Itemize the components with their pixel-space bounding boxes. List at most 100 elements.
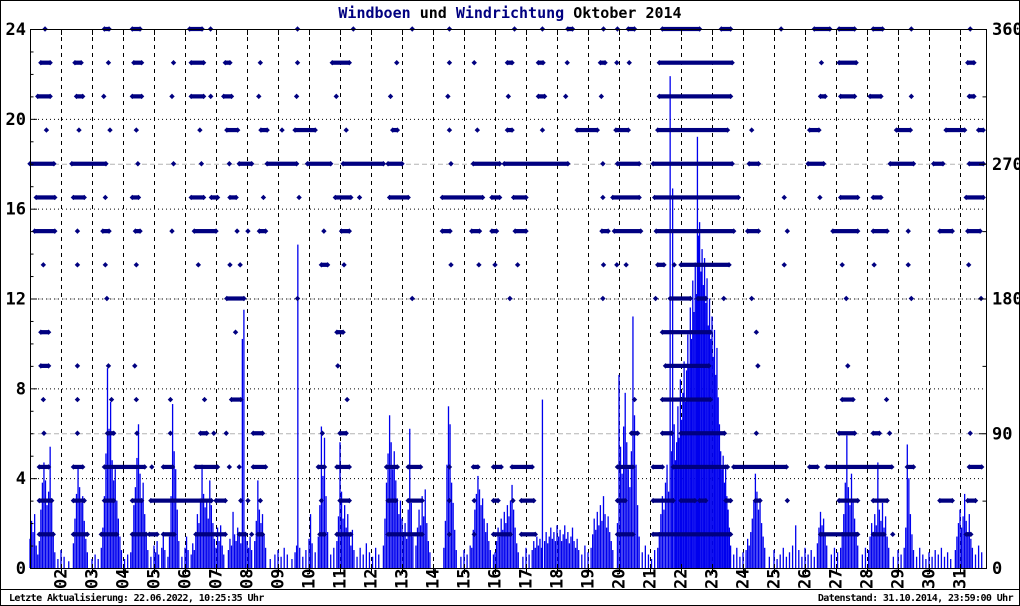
gust-bar [378, 554, 380, 568]
gust-bar [826, 545, 828, 568]
direction-dot [78, 59, 84, 66]
direction-dot [727, 531, 734, 538]
gust-bar [595, 529, 597, 568]
direction-dot [735, 194, 742, 201]
direction-run [939, 498, 953, 503]
direction-run [336, 464, 350, 470]
direction-run [870, 94, 881, 99]
direction-dot [257, 497, 264, 504]
direction-dot [656, 93, 662, 100]
gust-bar [562, 534, 564, 568]
gust-bar [187, 550, 189, 568]
direction-dot [851, 93, 858, 100]
direction-dot [448, 262, 454, 268]
direction-run [104, 498, 114, 503]
gust-bar [722, 455, 724, 568]
gust-bar [171, 404, 174, 568]
direction-dot [470, 464, 476, 470]
direction-dot [241, 295, 247, 302]
direction-run [163, 464, 173, 470]
gust-bar [280, 556, 282, 568]
x-day-label: 04 [114, 569, 134, 589]
gust-bar [716, 347, 718, 568]
direction-run [76, 94, 83, 99]
gust-bar [353, 550, 355, 568]
direction-dot [781, 262, 787, 268]
direction-dot [855, 531, 861, 538]
gust-bar [892, 556, 894, 568]
gust-bar [906, 444, 908, 568]
gust-bar [684, 401, 686, 568]
direction-run [873, 431, 880, 436]
y-right-label: 360 [992, 20, 1020, 40]
direction-dot [505, 93, 512, 100]
direction-dot [319, 430, 326, 436]
gust-bar [466, 554, 468, 568]
direction-dot [541, 93, 548, 100]
gust-bar [943, 556, 946, 568]
direction-dot [227, 59, 233, 66]
direction-dot [98, 531, 104, 538]
direction-dot [757, 497, 763, 504]
direction-dot [949, 497, 955, 504]
data-status-timestamp: Datenstand: 31.10.2014, 23:59:00 Uhr [817, 593, 1014, 604]
direction-dot [600, 194, 606, 201]
gust-bar [726, 496, 728, 568]
direction-dot [529, 464, 535, 470]
gust-bar [872, 532, 874, 568]
direction-dot [870, 228, 876, 234]
gust-bar [534, 547, 536, 568]
gust-bar [38, 541, 40, 568]
direction-dot [966, 464, 972, 470]
gust-bar [30, 520, 33, 568]
x-day-label: 29 [889, 569, 909, 589]
direction-dot [324, 262, 331, 268]
direction-dot [871, 262, 877, 268]
gust-bar [450, 482, 453, 568]
direction-dot [341, 262, 347, 268]
direction-dot [138, 59, 145, 66]
gust-bar [700, 271, 702, 568]
direction-dot [963, 531, 969, 538]
gust-bar [63, 556, 65, 568]
direction-dot [626, 59, 632, 66]
gust-bar [344, 505, 346, 568]
gust-bar [302, 556, 304, 568]
direction-dot [980, 127, 986, 133]
gust-bar [499, 536, 501, 568]
gust-bar [798, 550, 800, 568]
direction-dot [248, 531, 255, 538]
direction-dot [81, 194, 87, 201]
direction-dot [469, 228, 475, 234]
direction-dot [490, 497, 497, 504]
direction-run [223, 94, 232, 99]
gust-bar [612, 550, 614, 568]
direction-run [840, 94, 855, 99]
direction-dot [614, 161, 621, 167]
gust-bar [40, 509, 42, 568]
direction-dot [814, 464, 821, 470]
gust-bar [537, 545, 540, 568]
gust-bar [322, 475, 324, 568]
gust-bar [757, 509, 760, 568]
gust-bar [833, 547, 836, 568]
gust-bar [671, 188, 674, 568]
direction-run [967, 498, 976, 503]
direction-dot [111, 430, 117, 436]
footer-divider [1, 589, 1019, 590]
gust-bar [962, 516, 964, 568]
direction-run [442, 195, 483, 200]
direction-dot [129, 93, 135, 100]
direction-dot [707, 396, 714, 403]
gust-bar [512, 509, 515, 568]
direction-dot [238, 497, 244, 504]
direction-dot [135, 161, 141, 167]
gust-bar [502, 529, 504, 568]
direction-dot [479, 194, 486, 201]
gust-bar [77, 466, 79, 568]
gust-bar [348, 534, 350, 568]
gust-bar [565, 538, 567, 568]
gust-bar [136, 457, 138, 568]
x-day-label: 08 [238, 569, 258, 589]
